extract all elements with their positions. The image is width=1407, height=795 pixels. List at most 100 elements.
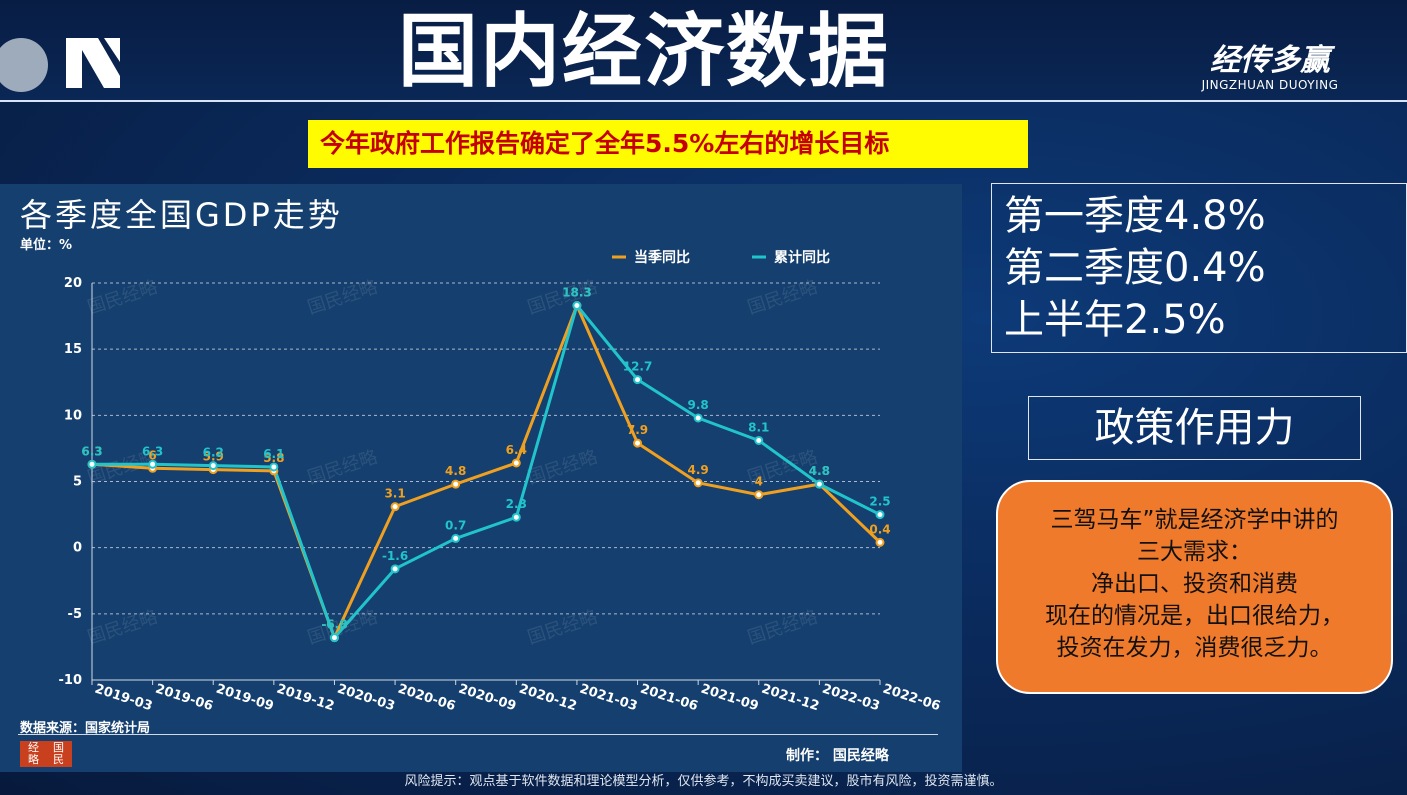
data-label: 6.4	[506, 443, 527, 457]
data-label: 6.3	[81, 444, 102, 458]
x-tick-label: 2019-06	[153, 682, 214, 715]
legend-label: 当季同比	[634, 249, 690, 266]
data-label: 2.5	[869, 495, 890, 509]
decorative-circle	[0, 38, 48, 92]
data-point	[754, 435, 764, 445]
logo-n-icon	[66, 38, 120, 88]
data-point	[390, 564, 400, 574]
x-tick-label: 2022-03	[820, 682, 881, 715]
callout-line: 三驾马车”就是经济学中讲的	[1050, 507, 1339, 533]
three-demands-callout: 三驾马车”就是经济学中讲的 三大需求： 净出口、投资和消费 现在的情况是，出口很…	[996, 480, 1393, 694]
stat-q2: 第二季度0.4%	[1004, 245, 1266, 291]
brand-logo: 经传多赢 JINGZHUAN DUOYING	[1190, 43, 1350, 93]
stamp-char: 国	[53, 741, 64, 754]
brand-name: 经传多赢	[1210, 43, 1330, 78]
watermark-text: 国民经略	[85, 607, 160, 649]
chart-unit: 单位：%	[20, 238, 73, 253]
y-tick-label: -10	[59, 673, 83, 688]
data-label: 6.2	[203, 446, 224, 460]
x-tick-label: 2022-06	[881, 682, 942, 715]
x-tick-label: 2020-09	[456, 682, 517, 715]
data-point	[451, 479, 461, 489]
data-point	[633, 375, 643, 385]
divider	[18, 734, 938, 735]
data-label: 0.7	[445, 518, 466, 532]
data-label: 4	[755, 475, 763, 489]
data-source: 数据来源：国家统计局	[20, 721, 151, 736]
callout-line: 现在的情况是，出口很给力，	[1045, 603, 1344, 629]
data-label: 12.7	[623, 360, 653, 374]
data-label: -6.8	[321, 618, 347, 632]
data-point	[148, 459, 158, 469]
x-tick-label: 2019-03	[93, 682, 154, 715]
data-point	[814, 479, 824, 489]
risk-disclaimer: 风险提示：观点基于软件数据和理论模型分析，仅供参考，不构成买卖建议，股市有风险，…	[404, 774, 1003, 789]
data-point	[329, 633, 339, 643]
gdp-stats-box: 第一季度4.8% 第二季度0.4% 上半年2.5%	[991, 183, 1407, 353]
data-label: 18.3	[562, 285, 592, 299]
data-point	[390, 502, 400, 512]
x-tick-label: 2020-12	[517, 682, 578, 715]
growth-target-banner: 今年政府工作报告确定了全年5.5%左右的增长目标	[308, 120, 1028, 168]
data-point	[511, 512, 521, 522]
stat-h1: 上半年2.5%	[1004, 297, 1226, 343]
watermark-text: 国民经略	[305, 447, 380, 489]
series-line	[91, 303, 882, 640]
data-label: 6.3	[81, 444, 102, 458]
data-label: 3.1	[384, 487, 405, 501]
page-title: 国内经济数据	[398, 5, 890, 98]
stat-q1: 第一季度4.8%	[1004, 193, 1266, 239]
data-label: 4.8	[809, 464, 830, 478]
data-point	[875, 537, 885, 547]
data-point	[269, 462, 279, 472]
stamp-char: 经	[28, 741, 39, 754]
data-label: 4.9	[688, 463, 709, 477]
data-label: 5.8	[263, 451, 284, 465]
y-tick-label: 20	[64, 276, 82, 291]
chart-title: 各季度全国GDP走势	[20, 196, 343, 234]
data-label: 7.9	[627, 423, 648, 437]
data-point	[754, 490, 764, 500]
gdp-chart-panel: 国民经略 国民经略 国民经略 国民经略 国民经略 国民经略 国民经略 国民经略 国民经略 国民经略…	[0, 184, 962, 772]
data-point	[572, 300, 582, 310]
series-line	[92, 303, 881, 640]
y-tick-label: 10	[64, 408, 82, 423]
data-point	[633, 438, 643, 448]
x-tick-label: 2021-03	[578, 682, 639, 715]
data-label: 0.4	[869, 522, 890, 536]
data-point	[693, 413, 703, 423]
watermark-text: 国民经略	[525, 447, 600, 489]
y-tick-label: 15	[64, 342, 82, 357]
data-label: 2.3	[506, 497, 527, 511]
data-label: 18.3	[562, 285, 592, 299]
x-tick-label: 2021-06	[638, 682, 699, 715]
header-bar: 国内经济数据 经传多赢 JINGZHUAN DUOYING	[0, 0, 1407, 102]
data-label: 6.1	[263, 447, 284, 461]
data-label: 8.1	[748, 420, 769, 434]
x-tick-label: 2021-12	[760, 682, 821, 715]
y-tick-label: 0	[73, 541, 82, 556]
data-label: 6	[148, 448, 156, 462]
stamp-char: 民	[53, 753, 64, 766]
x-tick-label: 2019-09	[214, 682, 275, 715]
callout-line: 投资在发力，消费很乏力。	[1056, 635, 1333, 661]
y-tick-label: 5	[73, 475, 82, 490]
data-label: 4.8	[445, 464, 466, 478]
data-point	[87, 459, 97, 469]
watermark-text: 国民经略	[745, 607, 820, 649]
data-label: -1.6	[382, 549, 408, 563]
policy-label: 政策作用力	[1028, 396, 1361, 460]
data-label: 5.9	[203, 450, 224, 464]
x-tick-label: 2019-12	[275, 682, 336, 715]
seal-stamp: 经 国 略 民	[20, 741, 72, 767]
data-point	[451, 533, 461, 543]
y-tick-label: -5	[68, 607, 82, 622]
data-point	[511, 458, 521, 468]
stamp-char: 略	[28, 753, 39, 766]
x-tick-label: 2021-09	[699, 682, 760, 715]
data-point	[208, 461, 218, 471]
callout-line: 净出口、投资和消费	[1091, 571, 1298, 597]
data-label: 4.8	[809, 464, 830, 478]
x-tick-label: 2020-03	[335, 682, 396, 715]
